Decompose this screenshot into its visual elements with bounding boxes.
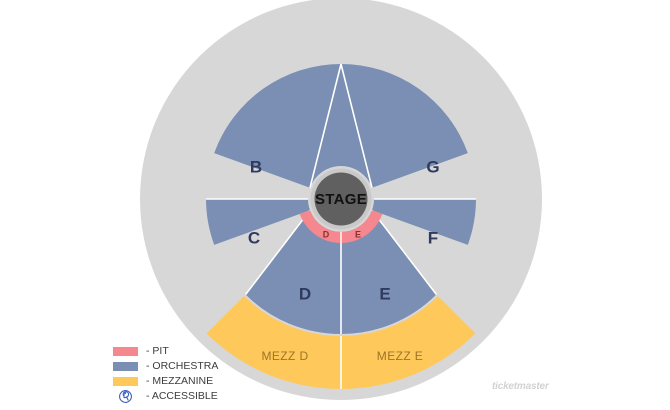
accessible-icon (119, 389, 132, 403)
legend: - PIT - ORCHESTRA - MEZZANINE - ACCESSIB… (113, 344, 283, 404)
stage-circle[interactable] (314, 172, 368, 226)
divider-cd (244, 209, 311, 295)
section-label-C: C (248, 228, 260, 247)
pit-section-E[interactable] (341, 210, 383, 243)
section-D[interactable] (245, 210, 341, 334)
legend-item-accessible[interactable]: - ACCESSIBLE (113, 389, 283, 403)
section-label-D: D (299, 284, 311, 303)
mezzanine-label-D: MEZZ D (261, 349, 308, 363)
divider-g-gap (340, 63, 373, 188)
pit-label-D: D (323, 229, 330, 239)
section-label-F: F (428, 228, 438, 247)
legend-label-mezzanine: - MEZZANINE (146, 375, 214, 387)
legend-label-accessible: - ACCESSIBLE (146, 390, 218, 402)
section-F[interactable] (372, 199, 476, 245)
mezzanine-section-E[interactable] (341, 296, 476, 390)
divider-ef (371, 209, 438, 295)
ticketmaster-watermark: ticketmaster (492, 381, 549, 392)
legend-label-orchestra: - ORCHESTRA (146, 360, 219, 372)
section-label-E: E (379, 284, 390, 303)
legend-swatch-mezzanine (113, 376, 138, 386)
section-label-B: B (250, 157, 262, 176)
legend-item-pit[interactable]: - PIT (113, 344, 283, 358)
section-B[interactable] (214, 64, 341, 188)
pit-section-D[interactable] (299, 210, 341, 243)
legend-item-orchestra[interactable]: - ORCHESTRA (113, 359, 283, 373)
accessible-icon-wrap (113, 389, 138, 403)
section-G[interactable] (341, 64, 468, 188)
mezzanine-section-D[interactable] (206, 296, 341, 390)
legend-label-pit: - PIT (146, 345, 169, 357)
legend-swatch-orchestra (113, 361, 138, 371)
section-label-G: G (426, 157, 439, 176)
pit-label-E: E (355, 229, 361, 239)
legend-item-mezzanine[interactable]: - MEZZANINE (113, 374, 283, 388)
legend-swatch-pit (113, 346, 138, 356)
stage-label: STAGE (315, 191, 367, 208)
mezzanine-label-E: MEZZ E (377, 349, 423, 363)
section-C[interactable] (206, 199, 310, 245)
section-E[interactable] (341, 210, 437, 334)
divider-b-gap (309, 63, 342, 188)
